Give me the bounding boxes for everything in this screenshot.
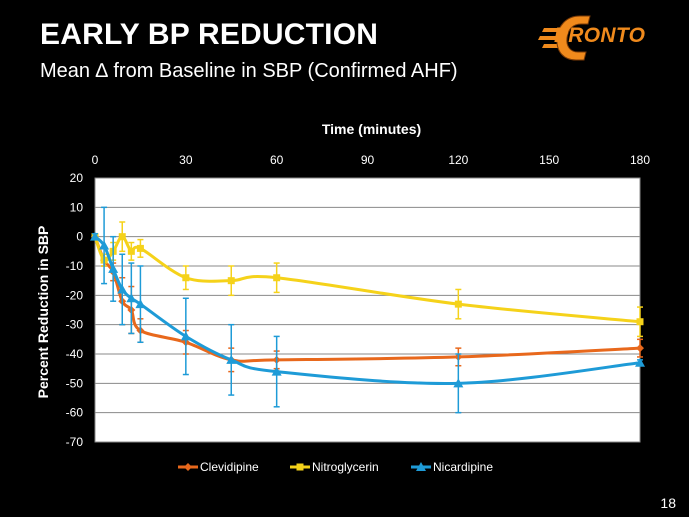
- y-tick-label: -60: [66, 406, 84, 420]
- nicardipine-point: [108, 263, 119, 273]
- x-tick-label: 60: [270, 153, 284, 167]
- x-tick-label: 120: [448, 153, 468, 167]
- nicardipine-point: [99, 240, 110, 250]
- clevidipine-point: [636, 344, 644, 353]
- legend-clevidipine-label: Clevidipine: [200, 460, 259, 474]
- legend-clevidipine-marker: [184, 463, 192, 471]
- y-tick-label: 0: [76, 230, 83, 244]
- y-tick-label: 10: [70, 200, 84, 214]
- y-tick-label: -70: [66, 435, 84, 449]
- legend-nicardipine-marker: [416, 462, 426, 471]
- x-tick-label: 0: [92, 153, 99, 167]
- nitroglycerin-point: [127, 247, 135, 255]
- legend-nicardipine-label: Nicardipine: [433, 460, 493, 474]
- y-tick-label: -30: [66, 318, 84, 332]
- slide-subtitle: Mean ∆ from Baseline in SBP (Confirmed A…: [40, 60, 458, 82]
- x-tick-label: 150: [539, 153, 559, 167]
- nicardipine-point: [226, 354, 237, 364]
- y-tick-label: -50: [66, 376, 84, 390]
- y-tick-label: 20: [70, 171, 84, 185]
- nitroglycerin-point: [454, 300, 462, 308]
- slide-title: EARLY BP REDUCTION: [40, 18, 379, 51]
- x-tick-label: 30: [179, 153, 193, 167]
- nitroglycerin-point: [636, 318, 644, 326]
- x-axis-title: Time (minutes): [322, 121, 421, 137]
- y-tick-label: -10: [66, 259, 84, 273]
- nicardipine-point: [117, 284, 128, 294]
- legend-nitroglycerin-label: Nitroglycerin: [312, 460, 379, 474]
- y-axis-title: Percent Reduction in SBP: [35, 226, 51, 399]
- legend-nitroglycerin-marker: [296, 463, 304, 471]
- pronto-logo-icon: [538, 15, 591, 61]
- x-tick-label: 90: [361, 153, 375, 167]
- x-tick-label: 180: [630, 153, 650, 167]
- page-number: 18: [660, 495, 676, 511]
- y-tick-label: -20: [66, 288, 84, 302]
- nicardipine-point: [271, 366, 282, 376]
- nitroglycerin-point: [182, 274, 190, 282]
- nicardipine-point: [635, 357, 645, 367]
- nicardipine-point: [180, 331, 191, 341]
- nicardipine-point: [135, 299, 146, 309]
- plot-area: [95, 178, 640, 442]
- nitroglycerin-point: [227, 277, 235, 285]
- y-tick-label: -40: [66, 347, 84, 361]
- nicardipine-point: [90, 231, 100, 241]
- logo-text: PRONTO: [554, 24, 646, 47]
- nicardipine-point: [126, 293, 137, 303]
- nitroglycerin-point: [118, 233, 126, 241]
- nitroglycerin-point: [136, 244, 144, 252]
- nicardipine-point: [453, 378, 464, 388]
- nitroglycerin-point: [273, 274, 281, 282]
